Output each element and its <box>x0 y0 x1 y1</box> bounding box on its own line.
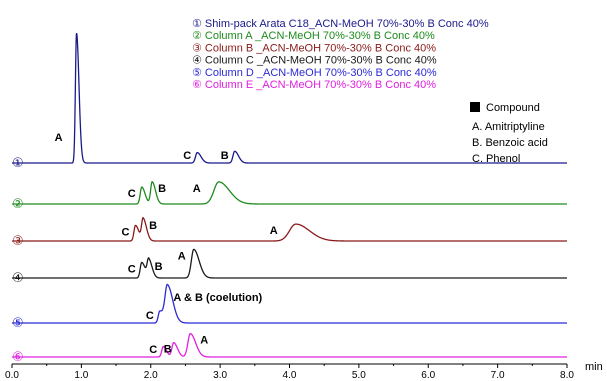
x-tick-label: 8.0 <box>560 370 574 381</box>
series-legend-number: ② <box>192 30 205 42</box>
peak-label: C <box>146 310 154 322</box>
series-legend-entry: ④ Column C _ACN-MeOH 70%-30% B Conc 40% <box>192 55 437 67</box>
trace-number-label: ③ <box>12 233 24 248</box>
peak-label: C <box>122 226 130 238</box>
trace-number-label: ⑤ <box>12 315 24 330</box>
series-legend-name: Column B _ACN-MeOH 70%-30% B Conc 40% <box>205 42 436 54</box>
peak-label: C <box>128 188 136 200</box>
series-legend-name: Column E _ACN-MeOH 70%-30% B Conc 40% <box>205 79 436 91</box>
peak-label: B <box>155 261 163 273</box>
peak-label: B <box>158 183 166 195</box>
peak-label: C <box>149 344 157 356</box>
peak-label: A <box>200 335 208 347</box>
trace-line <box>12 32 567 164</box>
compound-legend-item: C. Phenol <box>472 153 520 165</box>
x-tick-label: 4.0 <box>283 370 297 381</box>
series-legend-name: Column A _ACN-MeOH 70%-30% B Conc 40% <box>205 30 435 42</box>
compound-legend: Compound A. Amitriptyline B. Benzoic aci… <box>470 102 548 165</box>
peak-label: A <box>193 183 201 195</box>
series-legend-entry: ③ Column B _ACN-MeOH 70%-30% B Conc 40% <box>192 42 436 54</box>
series-legend-name: Column C _ACN-MeOH 70%-30% B Conc 40% <box>205 55 437 67</box>
x-tick-label: 2.0 <box>144 370 158 381</box>
series-legend-name: Column D _ACN-MeOH 70%-30% B Conc 40% <box>205 67 437 79</box>
series-legend-number: ③ <box>192 42 205 54</box>
x-tick-label: 5.0 <box>352 370 366 381</box>
trace-number-label: ① <box>12 155 24 170</box>
peak-label: A <box>55 132 63 144</box>
series-legend-number: ④ <box>192 55 205 67</box>
series-legend: ① Shim-pack Arata C18_ACN-MeOH 70%-30% B… <box>192 18 489 91</box>
series-legend-entry: ⑥ Column E _ACN-MeOH 70%-30% B Conc 40% <box>192 79 436 91</box>
trace-line <box>12 216 567 242</box>
compound-legend-item: B. Benzoic acid <box>472 137 548 149</box>
trace-line <box>12 332 567 358</box>
trace-group: ② C B A <box>12 180 567 211</box>
x-tick-label: 1.0 <box>74 370 88 381</box>
trace-group: ⑤ C A & B (coelution) <box>12 283 567 330</box>
series-legend-name: Shim-pack Arata C18_ACN-MeOH 70%-30% B C… <box>205 18 489 30</box>
trace-group: ⑥ C B A <box>12 332 567 364</box>
peak-label: B <box>149 220 157 232</box>
trace-number-label: ⑥ <box>12 349 24 364</box>
series-legend-entry: ① Shim-pack Arata C18_ACN-MeOH 70%-30% B… <box>192 18 489 30</box>
trace-number-label: ④ <box>12 270 24 285</box>
x-tick-label: 0.0 <box>5 370 19 381</box>
x-axis-unit-label: min <box>585 361 603 373</box>
series-legend-number: ① <box>192 18 205 30</box>
peak-label: C <box>183 150 191 162</box>
trace-group: ① A C B <box>12 32 567 170</box>
peak-label: B <box>164 344 172 356</box>
peak-label: B <box>221 150 229 162</box>
series-legend-number: ⑥ <box>192 79 205 91</box>
trace-line <box>12 283 567 324</box>
x-axis: 0.0 1.0 2.0 3.0 4.0 5.0 6.0 7.0 8.0 <box>5 363 574 381</box>
trace-line <box>12 248 567 279</box>
series-legend-number: ⑤ <box>192 67 205 79</box>
peak-label: C <box>128 263 136 275</box>
peak-label: A & B (coelution) <box>173 292 262 304</box>
series-legend-entry: ⑤ Column D _ACN-MeOH 70%-30% B Conc 40% <box>192 67 437 79</box>
trace-line <box>12 180 567 205</box>
series-legend-entry: ② Column A _ACN-MeOH 70%-30% B Conc 40% <box>192 30 435 42</box>
trace-number-label: ② <box>12 196 24 211</box>
peak-label: A <box>270 225 278 237</box>
peak-label: A <box>178 250 186 262</box>
compound-legend-title: Compound <box>486 102 540 114</box>
x-tick-label: 3.0 <box>213 370 227 381</box>
trace-group: ③ C B A <box>12 216 567 248</box>
compound-legend-item: A. Amitriptyline <box>472 121 545 133</box>
trace-group: ④ C B A <box>12 248 567 285</box>
x-tick-label: 7.0 <box>491 370 505 381</box>
compound-legend-marker <box>470 102 480 112</box>
x-tick-label: 6.0 <box>421 370 435 381</box>
